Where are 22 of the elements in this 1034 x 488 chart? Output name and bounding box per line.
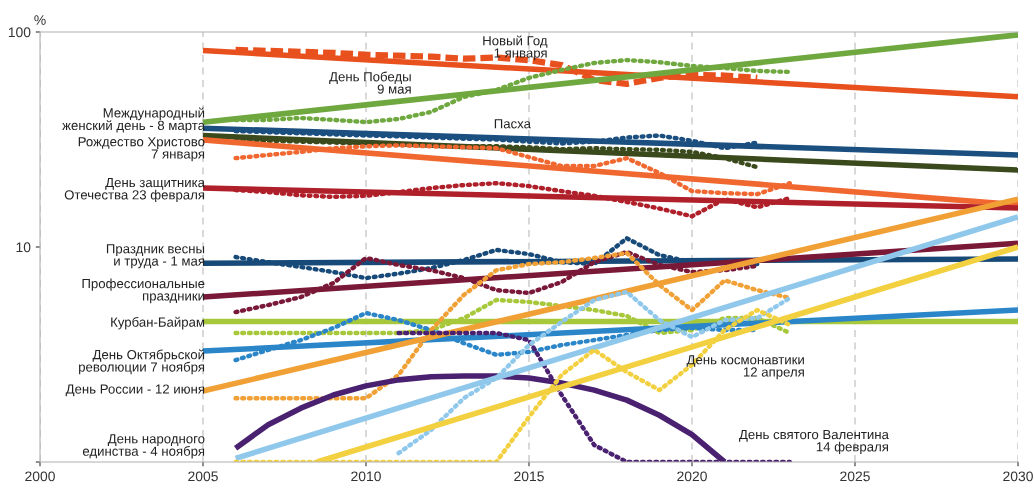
y-tick-label: 100 — [8, 27, 31, 38]
x-tick-label: 2025 — [840, 471, 870, 482]
annotation: Курбан-Байрам — [111, 316, 205, 330]
x-tick-label: 2010 — [351, 471, 381, 482]
annotation: День Октябрьской революции 7 ноября — [79, 349, 205, 375]
annotation: День святого Валентина 14 февраля — [739, 429, 889, 455]
annotation: Международный женский день - 8 марта — [62, 107, 205, 133]
annotation: День Победы 9 мая — [329, 71, 411, 94]
y-axis-title: % — [34, 15, 46, 25]
y-tick-label: 10 — [16, 242, 31, 253]
x-tick-label: 2020 — [677, 471, 707, 482]
annotation: День защитника Отечества 23 февраля — [64, 177, 205, 203]
annotation: Профессиональные праздники — [82, 278, 205, 304]
annotation: День народного единства - 4 ноября — [82, 434, 205, 459]
x-tick-label: 2030 — [1003, 471, 1033, 482]
x-tick-label: 2005 — [188, 471, 218, 482]
annotation: Пасха — [494, 119, 531, 129]
annotation: Новый Год 1 января — [483, 35, 548, 61]
x-tick-label: 2015 — [514, 471, 544, 482]
annotation: Рождество Христово 7 января — [78, 137, 205, 162]
x-tick-label: 2000 — [25, 471, 55, 482]
line-series — [233, 143, 793, 197]
